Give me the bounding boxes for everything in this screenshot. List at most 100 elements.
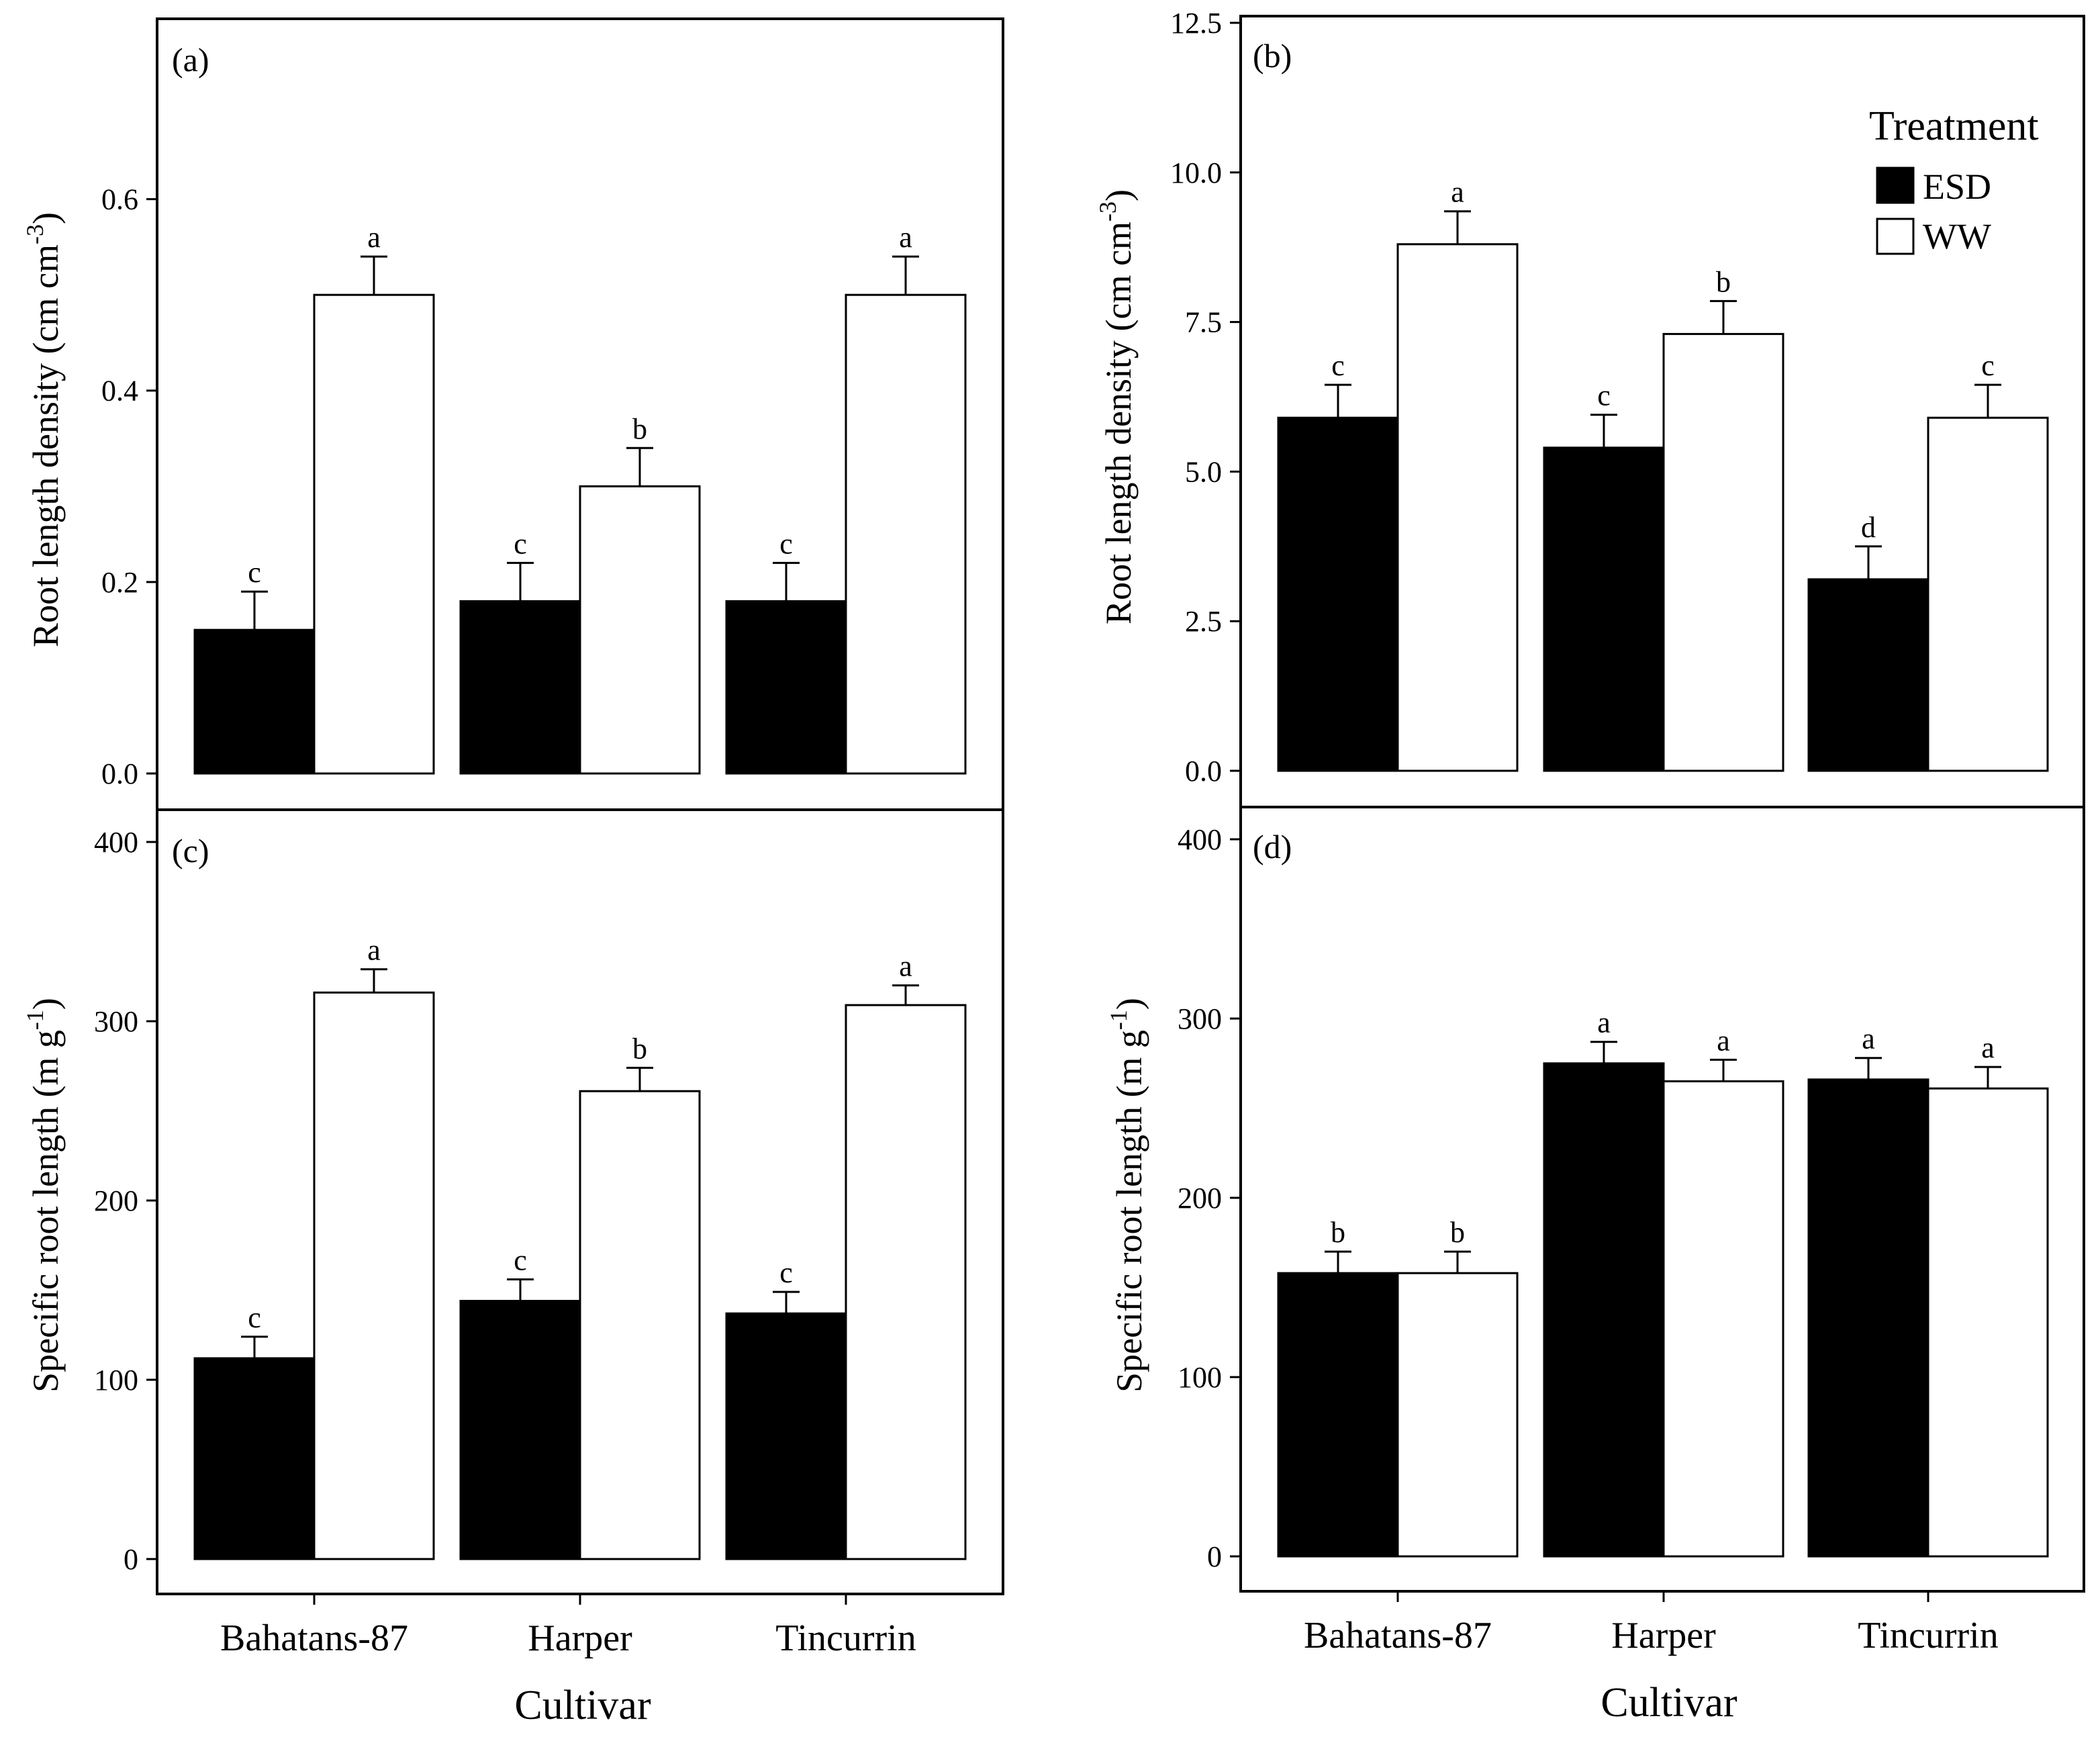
panel-c-xlabel: Cultivar <box>514 1683 651 1728</box>
panel-b-ytick-label: 0.0 <box>1185 755 1222 788</box>
panel-b-y-axis: 0.0 2.5 5.0 7.5 10.0 12.5 <box>1170 7 1241 788</box>
legend-swatch-ww <box>1876 218 1915 255</box>
panel-a-bar-ww-1 <box>313 293 435 775</box>
panel-d-ytick-label: 300 <box>1178 1002 1222 1035</box>
panel-b-ytick-label: 7.5 <box>1185 306 1222 339</box>
panel-a-bar-ww-2 <box>579 485 701 775</box>
panel-b-significance-letter: a <box>1451 176 1464 209</box>
panel-b-bar-ww-2 <box>1662 332 1784 772</box>
panel-d-ylabel: Specific root length (m g-1) <box>1105 998 1149 1393</box>
panel-a-ytick-label: 0.4 <box>101 375 138 408</box>
panel-c-category-label: Harper <box>528 1617 632 1659</box>
panel-a-significance-letter: c <box>514 527 527 560</box>
panel-a-ytick-label: 0.6 <box>101 183 138 216</box>
panel-b-bar-esd-1 <box>1277 416 1399 772</box>
panel-d-significance-letter: b <box>1450 1216 1465 1249</box>
panel-d-ytick-label: 200 <box>1178 1182 1222 1215</box>
panel-a-bars: c a c b c a <box>193 221 967 775</box>
panel-d-frame <box>1239 806 2085 1593</box>
panel-b-bar-esd-3 <box>1807 578 1929 772</box>
panel-d-bar-ww-3 <box>1927 1087 2049 1558</box>
panel-d-ytick-label: 400 <box>1178 823 1222 856</box>
panel-c-significance-letter: c <box>514 1243 527 1276</box>
panel-c-bar-esd-2 <box>459 1300 581 1560</box>
panel-b-bar-esd-2 <box>1543 446 1665 772</box>
panel-d: (d) Specific root length (m g-1) 0 100 200… <box>1105 806 2085 1726</box>
panel-c: (c) Specific root length (m g-1) 0 100 200… <box>21 808 1004 1728</box>
panel-d-bar-ww-1 <box>1396 1272 1519 1558</box>
legend-title: Treatment <box>1869 103 2039 149</box>
panel-a-bar-esd-3 <box>725 600 847 775</box>
panel-c-label: (c) <box>172 832 209 869</box>
panel-b-ytick-label: 2.5 <box>1185 605 1222 638</box>
panel-d-ytick-label: 100 <box>1178 1361 1222 1394</box>
panel-d-significance-letter: a <box>1717 1024 1730 1057</box>
panel-d-ytick-label: 0 <box>1207 1540 1222 1573</box>
panel-b-bar-ww-3 <box>1927 416 2049 772</box>
panel-c-significance-letter: a <box>899 950 912 983</box>
panel-a-label: (a) <box>172 41 209 79</box>
panel-d-xlabel: Cultivar <box>1601 1680 1737 1726</box>
panel-b-bars: c a c b d c <box>1277 176 2049 772</box>
panel-d-category-label: Bahatans-87 <box>1304 1615 1492 1656</box>
panel-a-ytick-label: 0.2 <box>101 566 138 599</box>
panel-c-ytick-label: 200 <box>94 1184 138 1217</box>
panel-d-significance-letter: a <box>1981 1031 1995 1064</box>
panel-b: (b) Root length density (cm cm-3) 0.0 2.5… <box>1094 7 2085 808</box>
panel-c-ytick-label: 400 <box>94 826 138 859</box>
panel-c-significance-letter: a <box>367 934 381 967</box>
panel-d-label: (d) <box>1253 828 1292 865</box>
panel-b-significance-letter: b <box>1716 265 1731 298</box>
panel-d-bars: b b a a a a <box>1277 1006 2049 1558</box>
panel-c-x-axis: Bahatans-87 Harper Tincurrin <box>220 1594 916 1659</box>
panel-b-bar-ww-1 <box>1396 243 1519 772</box>
panel-d-bar-esd-2 <box>1543 1062 1665 1558</box>
panel-b-significance-letter: c <box>1597 379 1611 412</box>
panel-c-ylabel: Specific root length (m g-1) <box>21 998 66 1393</box>
panel-a-significance-letter: b <box>632 412 647 445</box>
panel-b-ytick-label: 10.0 <box>1170 156 1222 189</box>
panel-b-significance-letter: c <box>1981 349 1995 382</box>
panel-a-significance-letter: c <box>248 556 261 589</box>
panel-b-significance-letter: d <box>1861 511 1876 544</box>
panel-c-category-label: Tincurrin <box>775 1617 916 1659</box>
panel-c-bar-esd-3 <box>725 1312 847 1560</box>
legend: Treatment ESD WW <box>1869 103 2039 256</box>
legend-label-esd: ESD <box>1923 167 1991 207</box>
panel-c-significance-letter: b <box>632 1032 647 1065</box>
panel-c-significance-letter: c <box>779 1256 793 1289</box>
panel-c-bars: c a c b c a <box>193 934 967 1560</box>
panel-d-significance-letter: a <box>1862 1023 1875 1055</box>
panel-d-bar-esd-1 <box>1277 1272 1399 1558</box>
panel-a-ytick-label: 0.0 <box>101 757 138 790</box>
panel-c-y-axis: 0 100 200 300 400 <box>94 826 157 1576</box>
panel-c-bar-ww-1 <box>313 991 435 1560</box>
panel-b-significance-letter: c <box>1331 349 1345 382</box>
panel-b-ylabel: Root length density (cm cm-3) <box>1094 189 1139 624</box>
panel-c-category-label: Bahatans-87 <box>220 1617 408 1659</box>
panel-a: (a) Root length density (cm cm-3) 0.0 0.2… <box>21 17 1004 811</box>
panel-d-significance-letter: b <box>1331 1216 1345 1249</box>
legend-label-ww: WW <box>1923 216 1991 256</box>
panel-a-bar-ww-3 <box>845 293 967 775</box>
panel-a-significance-letter: c <box>779 527 793 560</box>
panel-b-ytick-label: 12.5 <box>1170 7 1222 40</box>
legend-swatch-esd <box>1876 167 1915 204</box>
panel-a-significance-letter: a <box>899 221 912 254</box>
panel-a-bar-esd-1 <box>193 628 316 775</box>
panel-d-category-label: Tincurrin <box>1858 1615 1999 1656</box>
panel-a-significance-letter: a <box>367 221 381 254</box>
panel-c-bar-ww-2 <box>579 1090 701 1560</box>
panel-d-category-label: Harper <box>1611 1615 1716 1656</box>
panel-c-ytick-label: 100 <box>94 1364 138 1397</box>
panel-a-ylabel: Root length density (cm cm-3) <box>21 212 66 647</box>
panel-c-bar-ww-3 <box>845 1004 967 1560</box>
panel-c-significance-letter: c <box>248 1301 261 1334</box>
panel-a-bar-esd-2 <box>459 600 581 775</box>
panel-d-bar-esd-3 <box>1807 1078 1929 1558</box>
panel-c-bar-esd-1 <box>193 1357 316 1560</box>
panel-d-significance-letter: a <box>1597 1006 1611 1039</box>
panel-d-x-axis: Bahatans-87 Harper Tincurrin <box>1304 1591 1999 1656</box>
panel-b-label: (b) <box>1253 37 1292 75</box>
